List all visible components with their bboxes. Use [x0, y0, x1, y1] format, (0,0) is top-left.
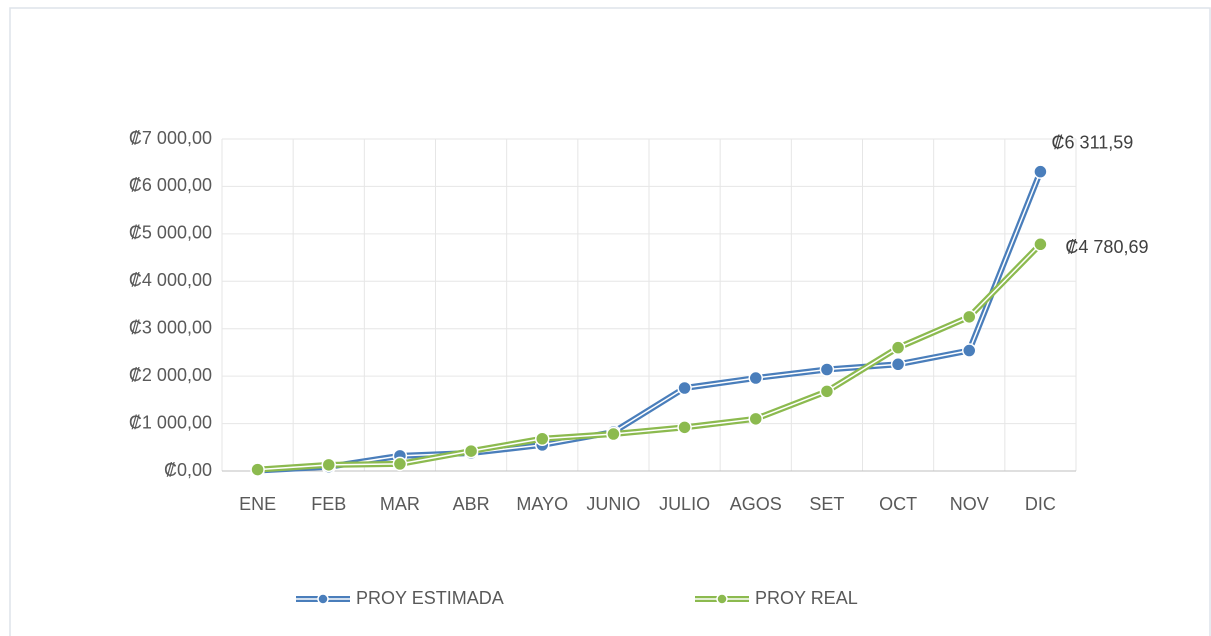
- y-tick-label: ₡1 000,00: [129, 412, 212, 432]
- marker: [1033, 164, 1048, 179]
- marker: [535, 431, 550, 446]
- marker: [606, 426, 621, 442]
- x-tick-label: ABR: [453, 494, 490, 514]
- marker: [962, 309, 977, 325]
- x-tick-label: MAYO: [516, 494, 568, 514]
- y-tick-label: ₡6 000,00: [129, 175, 212, 195]
- y-tick-label: ₡0,00: [164, 460, 212, 480]
- marker: [962, 343, 977, 358]
- marker: [748, 411, 763, 427]
- marker: [463, 443, 479, 459]
- x-tick-label: NOV: [950, 494, 989, 514]
- chart-frame: [9, 7, 1211, 636]
- legend-marker: [317, 593, 329, 605]
- x-tick-label: JUNIO: [586, 494, 640, 514]
- x-tick-label: DIC: [1025, 494, 1056, 514]
- marker: [819, 384, 835, 399]
- x-tick-label: MAR: [380, 494, 420, 514]
- marker: [677, 380, 692, 396]
- y-tick-label: ₡2 000,00: [129, 365, 212, 385]
- marker: [250, 462, 265, 477]
- series-line-inner: [257, 171, 1042, 472]
- x-tick-label: JULIO: [659, 494, 710, 514]
- data-label: ₡4 780,69: [1065, 237, 1148, 257]
- marker: [321, 457, 336, 473]
- x-tick-label: FEB: [311, 494, 346, 514]
- x-tick-label: ENE: [239, 494, 276, 514]
- marker: [819, 362, 835, 377]
- data-label: ₡6 311,59: [1052, 132, 1134, 152]
- marker: [392, 456, 408, 472]
- marker: [890, 357, 906, 372]
- marker: [1033, 237, 1048, 252]
- y-tick-label: ₡3 000,00: [129, 317, 212, 337]
- x-tick-label: OCT: [879, 494, 917, 514]
- marker: [677, 420, 692, 435]
- legend-label: PROY ESTIMADA: [356, 588, 504, 608]
- legend-marker: [716, 593, 728, 605]
- y-tick-label: ₡5 000,00: [129, 223, 212, 243]
- legend-label: PROY REAL: [755, 588, 858, 608]
- marker: [748, 370, 763, 386]
- y-tick-label: ₡7 000,00: [129, 128, 212, 148]
- series-line-inner: [257, 243, 1041, 471]
- y-tick-label: ₡4 000,00: [129, 270, 212, 290]
- x-tick-label: SET: [809, 494, 844, 514]
- x-tick-label: AGOS: [730, 494, 782, 514]
- marker: [890, 340, 906, 355]
